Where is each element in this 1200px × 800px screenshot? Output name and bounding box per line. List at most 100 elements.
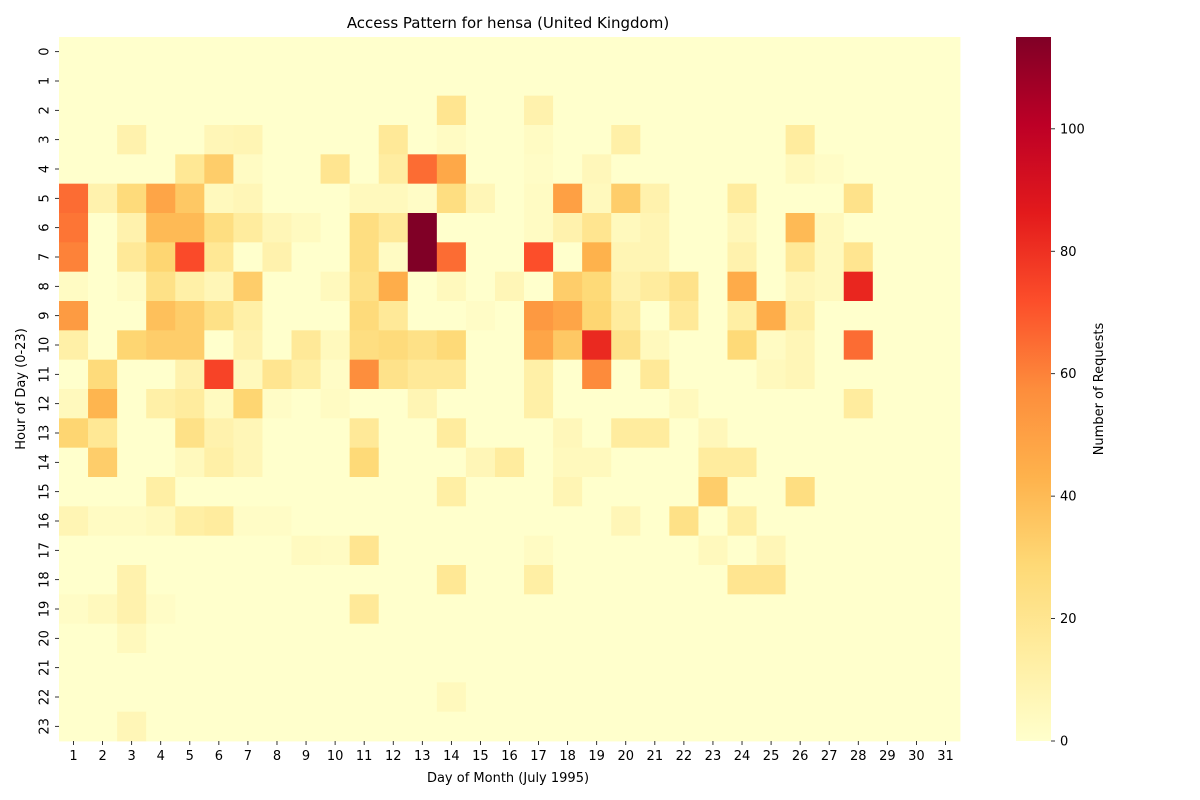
heatmap-cell [930, 594, 961, 625]
heatmap-cell [901, 565, 932, 595]
heatmap-cell [669, 183, 699, 214]
heatmap-cell [88, 506, 118, 537]
heatmap-cell [407, 125, 438, 155]
heatmap-cell [930, 389, 961, 419]
y-tick-label: 2 [38, 106, 53, 114]
heatmap-cell [175, 623, 205, 654]
heatmap-cell [524, 183, 554, 214]
heatmap-cell [117, 594, 147, 625]
heatmap-cell [524, 125, 554, 155]
heatmap-cell [262, 66, 292, 97]
heatmap-cell [756, 66, 787, 97]
heatmap-cell [204, 213, 234, 243]
heatmap-cell [320, 37, 351, 67]
colorbar-tick-label: 20 [1060, 612, 1077, 627]
heatmap-cell [843, 506, 874, 537]
heatmap-cell [233, 653, 263, 683]
heatmap-cell [494, 389, 525, 419]
heatmap-cell [524, 477, 554, 507]
heatmap-cell [291, 682, 321, 713]
heatmap-cell [146, 418, 176, 449]
x-axis-ticks: 1 2 3 4 5 6 7 8 9 10 11 12 13 14 15 16 17 18 19 20 21 22 23 24 2… [69, 741, 954, 764]
heatmap-cell [349, 66, 380, 97]
x-tick-label: 20 [617, 749, 634, 764]
heatmap-cell [204, 154, 234, 185]
heatmap-cell [117, 213, 147, 243]
heatmap-cell [378, 125, 409, 155]
heatmap-cell [320, 535, 351, 566]
heatmap-cell [320, 95, 351, 126]
heatmap-cell [146, 242, 176, 273]
x-tick-label: 25 [763, 749, 780, 764]
heatmap-cell [465, 125, 496, 155]
heatmap-cell [204, 389, 234, 419]
heatmap-cell [262, 447, 292, 478]
x-tick-label: 13 [414, 749, 431, 764]
y-tick-label: 3 [38, 136, 53, 144]
heatmap-cell [88, 183, 118, 214]
heatmap-cell [698, 37, 728, 67]
heatmap-cell [872, 565, 903, 595]
heatmap-cell [930, 125, 961, 155]
heatmap-cell [785, 682, 816, 713]
heatmap-cell [407, 653, 438, 683]
heatmap-cell [698, 154, 728, 185]
heatmap-cell [524, 653, 554, 683]
heatmap-cell [582, 359, 612, 390]
heatmap-cell [843, 535, 874, 566]
heatmap-cell [175, 447, 205, 478]
heatmap-cell [378, 154, 409, 185]
heatmap-cell [291, 389, 321, 419]
x-tick-label: 27 [821, 749, 838, 764]
x-tick-label: 30 [908, 749, 925, 764]
heatmap-cell [407, 66, 438, 97]
heatmap-cell [175, 242, 205, 273]
heatmap-cell [698, 242, 728, 273]
heatmap-cell [843, 447, 874, 478]
heatmap-cell [698, 565, 728, 595]
heatmap-cell [494, 506, 525, 537]
heatmap-cell [320, 506, 351, 537]
heatmap-cell [204, 330, 234, 361]
heatmap-cell [146, 594, 176, 625]
heatmap-cell [611, 447, 641, 478]
heatmap-cell [59, 125, 89, 155]
heatmap-cell [349, 154, 380, 185]
heatmap-cell [901, 301, 932, 331]
heatmap-cell [901, 125, 932, 155]
heatmap-cell [320, 565, 351, 595]
heatmap-cell [378, 418, 409, 449]
y-tick-label: 4 [38, 165, 53, 173]
heatmap-cell [698, 447, 728, 478]
heatmap-cell [407, 213, 438, 243]
heatmap-cell [465, 213, 496, 243]
heatmap-cell [582, 271, 612, 302]
heatmap-cell [146, 682, 176, 713]
heatmap-cell [291, 418, 321, 449]
heatmap-cell [785, 535, 816, 566]
heatmap-cell [901, 682, 932, 713]
heatmap-cell [582, 623, 612, 654]
y-tick-label: 14 [38, 454, 53, 471]
heatmap-cell [378, 711, 409, 742]
heatmap-cell [872, 154, 903, 185]
heatmap-cell [785, 301, 816, 331]
heatmap-cell [640, 213, 670, 243]
heatmap-cell [785, 565, 816, 595]
heatmap-cell [349, 95, 380, 126]
heatmap-cell [465, 506, 496, 537]
colorbar-label: Number of Requests [1092, 322, 1107, 455]
heatmap-cell [930, 623, 961, 654]
heatmap-cell [727, 389, 757, 419]
heatmap-cell [59, 535, 89, 566]
heatmap-cell [436, 125, 467, 155]
heatmap-cell [436, 95, 467, 126]
colorbar [1016, 37, 1051, 741]
heatmap-cell [582, 682, 612, 713]
heatmap-cell [814, 213, 845, 243]
heatmap-cell [582, 154, 612, 185]
y-tick-label: 23 [38, 718, 53, 735]
heatmap-cell [320, 213, 351, 243]
heatmap-cell [553, 242, 583, 273]
